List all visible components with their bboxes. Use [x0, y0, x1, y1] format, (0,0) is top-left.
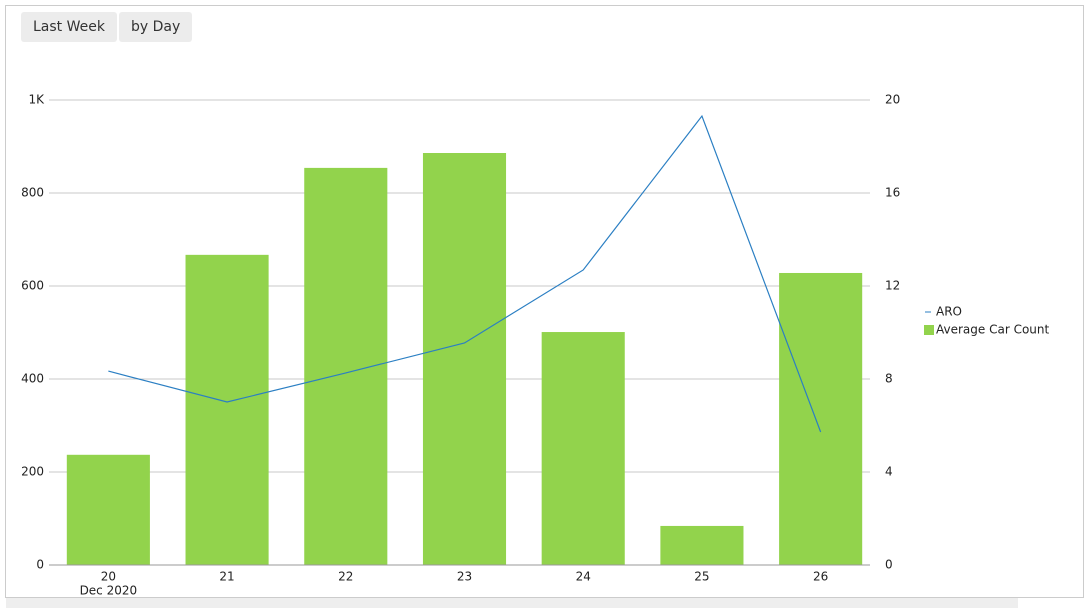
- legend-label: Average Car Count: [936, 323, 1050, 337]
- x-tick-label: 24: [576, 570, 591, 584]
- y2-tick-label: 16: [885, 186, 900, 200]
- x-tick-label: 21: [219, 570, 234, 584]
- line: [108, 114, 822, 433]
- legend-label: ARO: [936, 305, 962, 319]
- bar: [541, 332, 625, 565]
- y-tick-label: 600: [21, 279, 44, 293]
- y-tick-label: 1K: [28, 93, 45, 107]
- y2-tick-label: 8: [885, 372, 893, 386]
- range-button[interactable]: Last Week: [21, 12, 117, 42]
- y-tick-label: 400: [21, 372, 44, 386]
- legend-swatch: [924, 325, 934, 335]
- scrollbar: [6, 598, 1018, 608]
- bar: [660, 525, 744, 565]
- x-period-label: Dec 2020: [80, 584, 138, 598]
- grouping-button[interactable]: by Day: [119, 12, 193, 42]
- x-tick-label: 26: [813, 570, 828, 584]
- bar: [66, 454, 150, 565]
- bar: [185, 254, 269, 565]
- x-tick-label: 25: [694, 570, 709, 584]
- x-tick-label: 20: [101, 570, 116, 584]
- y-tick-label: 0: [36, 558, 44, 572]
- y2-tick-label: 0: [885, 558, 893, 572]
- bar: [779, 272, 863, 565]
- frame: [5, 5, 1084, 598]
- y2-tick-label: 20: [885, 93, 900, 107]
- bar: [304, 167, 388, 565]
- x-tick-label: 22: [338, 570, 353, 584]
- y-tick-label: 800: [21, 186, 44, 200]
- bar: [422, 153, 507, 565]
- y-tick-label: 200: [21, 465, 44, 479]
- x-tick-label: 23: [457, 570, 472, 584]
- y2-tick-label: 12: [885, 279, 900, 293]
- y2-tick-label: 4: [885, 465, 893, 479]
